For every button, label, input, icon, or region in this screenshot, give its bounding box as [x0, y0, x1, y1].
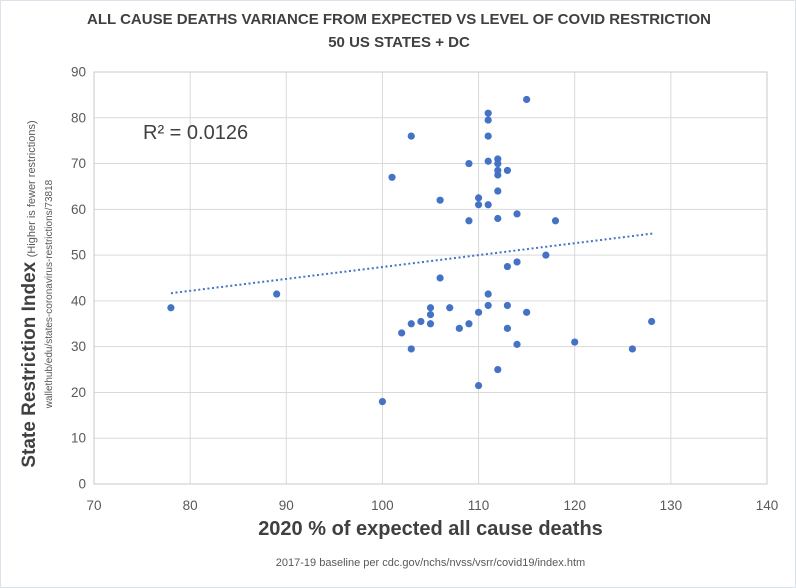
data-point [484, 201, 492, 209]
data-point [542, 251, 550, 259]
y-tick-label: 80 [71, 110, 86, 125]
data-point [426, 320, 435, 328]
y-axis-title: State Restriction Index [19, 261, 40, 468]
data-point [494, 187, 502, 195]
data-point [513, 210, 521, 218]
chart-title-line2: 50 US STATES + DC [328, 34, 470, 51]
y-axis-note: (Higher is fewer restrictions) [26, 120, 38, 258]
data-point [465, 217, 473, 225]
data-point [407, 320, 415, 328]
data-point [407, 132, 415, 140]
data-point [513, 340, 521, 348]
y-tick-label: 50 [71, 248, 86, 263]
data-point [494, 365, 502, 374]
y-tick-label: 0 [78, 477, 86, 492]
data-point [571, 338, 579, 346]
y-tick-label: 70 [71, 156, 86, 171]
chart-title: ALL CAUSE DEATHS VARIANCE FROM EXPECTED … [1, 8, 795, 54]
data-point [484, 301, 492, 310]
plot-area-border [93, 71, 768, 485]
y-axis-title-line: State Restriction Index (Higher is fewer… [19, 120, 41, 467]
data-point [494, 171, 502, 179]
x-tick-label: 140 [756, 498, 779, 513]
data-point [523, 95, 531, 104]
data-point [407, 345, 415, 353]
x-tick-label: 130 [660, 498, 683, 513]
r-squared-annotation: R² = 0.0126 [143, 122, 249, 144]
data-point [398, 329, 406, 337]
data-point [465, 320, 473, 328]
data-point [648, 317, 656, 326]
data-point [628, 345, 637, 353]
data-point [436, 196, 444, 204]
x-tick-label: 100 [371, 498, 394, 513]
y-axis-source: wallethub/edu/states-coronavirus-restric… [44, 179, 55, 409]
data-point [484, 109, 492, 117]
y-tick-label: 40 [71, 293, 86, 308]
chart-title-line1: ALL CAUSE DEATHS VARIANCE FROM EXPECTED … [87, 11, 711, 28]
data-point [426, 311, 435, 319]
data-point [494, 214, 502, 223]
data-point [513, 258, 521, 266]
data-point [436, 274, 444, 282]
data-point [474, 201, 483, 209]
data-point [494, 159, 502, 168]
data-point [551, 217, 560, 225]
data-point [474, 194, 483, 202]
y-tick-label: 90 [71, 65, 86, 80]
data-point [484, 132, 492, 140]
data-point [503, 166, 512, 175]
y-axis-title-block: State Restriction Index (Higher is fewer… [8, 29, 66, 559]
data-point [484, 116, 492, 124]
x-tick-label: 70 [86, 498, 101, 513]
data-point [484, 157, 492, 165]
data-point [474, 381, 483, 390]
y-tick-label: 30 [71, 339, 86, 354]
data-point [455, 324, 463, 332]
data-point [503, 301, 512, 310]
trendline [170, 232, 655, 295]
data-point [426, 304, 435, 312]
x-tick-label: 120 [563, 498, 586, 513]
x-tick-label: 80 [183, 498, 198, 513]
data-point [446, 304, 454, 312]
x-tick-label: 110 [468, 498, 490, 513]
x-axis-footnote: 2017-19 baseline per cdc.gov/nchs/nvss/v… [275, 557, 586, 569]
data-point [167, 304, 175, 312]
data-point [417, 317, 425, 326]
y-tick-label: 20 [71, 385, 86, 400]
data-point [388, 173, 396, 181]
data-point [523, 308, 531, 316]
data-point [503, 324, 512, 332]
data-point [503, 262, 512, 271]
data-point [378, 398, 387, 406]
y-tick-label: 60 [71, 202, 86, 217]
data-point [474, 308, 483, 316]
x-tick-label: 90 [279, 498, 294, 513]
data-point [273, 290, 281, 298]
y-tick-label: 10 [71, 431, 86, 446]
x-axis-title: 2020 % of expected all cause deaths [258, 518, 603, 540]
data-point [484, 290, 492, 298]
data-point [465, 159, 473, 168]
